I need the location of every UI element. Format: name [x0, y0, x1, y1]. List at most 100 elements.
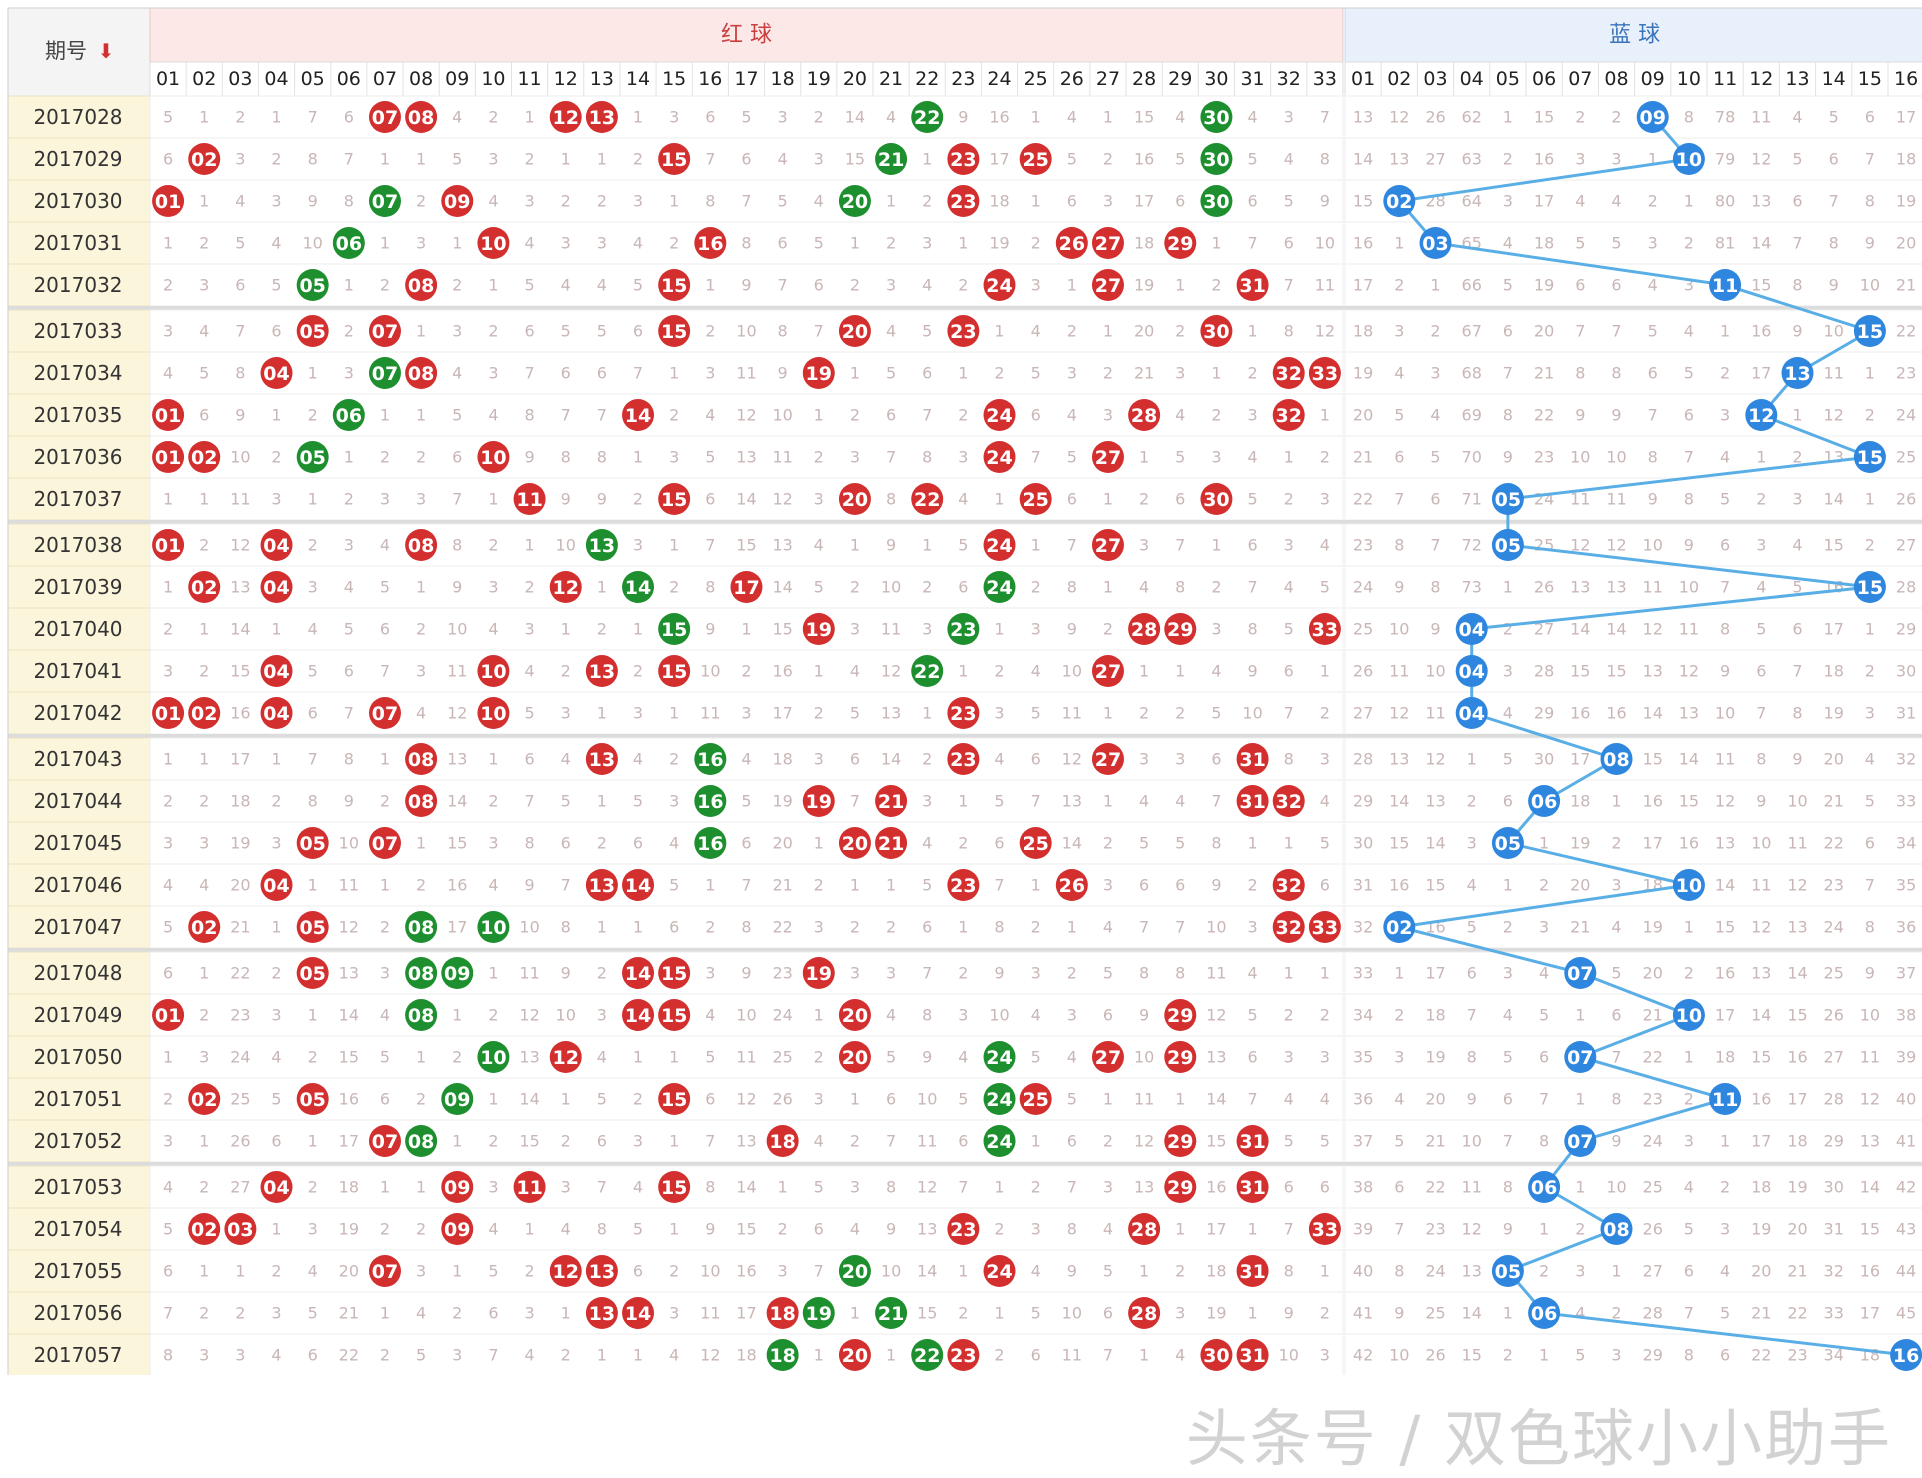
- red-ball-mark: [1272, 911, 1305, 943]
- red-ball-number: 28: [1131, 405, 1157, 427]
- blue-column-number: 16: [1894, 68, 1918, 90]
- red-row-band: [149, 309, 1344, 353]
- blue-omission-value: 21: [1824, 792, 1844, 811]
- blue-ball-mark: [1890, 1339, 1922, 1371]
- red-omission-value: 1: [271, 1220, 281, 1239]
- blue-omission-value: 7: [1684, 1304, 1694, 1323]
- red-omission-value: 10: [302, 234, 322, 253]
- red-ball-number: 23: [950, 191, 976, 213]
- blue-omission-value: 14: [1679, 750, 1699, 769]
- red-omission-value: 14: [1206, 1090, 1226, 1109]
- blue-row-band: [1344, 863, 1922, 907]
- red-omission-value: 2: [994, 1346, 1004, 1365]
- red-omission-value: 7: [814, 1262, 824, 1281]
- red-omission-value: 6: [271, 322, 281, 341]
- blue-omission-value: 28: [1534, 662, 1554, 681]
- blue-omission-value: 3: [1503, 192, 1513, 211]
- blue-omission-value: 11: [1643, 578, 1663, 597]
- red-omission-value: 1: [1247, 322, 1257, 341]
- red-ball-mark: [1200, 483, 1233, 515]
- red-omission-value: 17: [772, 704, 792, 723]
- blue-omission-value: 29: [1824, 1132, 1844, 1151]
- red-ball-number: 25: [1022, 149, 1048, 171]
- red-ball-mark: [694, 785, 727, 817]
- blue-omission-value: 37: [1353, 1132, 1373, 1151]
- red-omission-value: 3: [1067, 1006, 1077, 1025]
- red-omission-value: 8: [705, 192, 715, 211]
- red-ball-mark: [1272, 399, 1305, 431]
- blue-row-band: [1344, 179, 1922, 223]
- blue-omission-value: 26: [1643, 1220, 1663, 1239]
- red-omission-value: 1: [380, 234, 390, 253]
- red-ball-mark: [405, 1125, 438, 1157]
- blue-omission-value: 11: [1462, 1178, 1482, 1197]
- red-omission-value: 4: [1247, 964, 1257, 983]
- red-omission-value: 5: [1175, 448, 1185, 467]
- red-omission-value: 1: [850, 234, 860, 253]
- red-omission-value: 18: [772, 750, 792, 769]
- red-omission-value: 2: [271, 792, 281, 811]
- blue-omission-value: 8: [1394, 536, 1404, 555]
- blue-omission-value: 18: [1824, 662, 1844, 681]
- red-ball-number: 29: [1167, 1047, 1193, 1069]
- red-ball-mark: [658, 957, 691, 989]
- blue-omission-value: 2: [1539, 876, 1549, 895]
- red-omission-value: 13: [881, 704, 901, 723]
- red-omission-value: 12: [700, 1346, 720, 1365]
- red-omission-value: 19: [1206, 1304, 1226, 1323]
- blue-omission-value: 15: [1353, 192, 1373, 211]
- red-ball-mark: [368, 101, 401, 133]
- red-omission-value: 8: [235, 364, 245, 383]
- red-ball-mark: [802, 357, 835, 389]
- blue-omission-value: 2: [1865, 662, 1875, 681]
- blue-ball-number: 15: [1857, 577, 1883, 599]
- blue-omission-value: 1: [1539, 834, 1549, 853]
- red-omission-value: 2: [1103, 834, 1113, 853]
- red-omission-value: 6: [1103, 1304, 1113, 1323]
- red-omission-value: 1: [633, 918, 643, 937]
- blue-omission-value: 41: [1353, 1304, 1373, 1323]
- blue-omission-value: 4: [1503, 704, 1513, 723]
- red-ball-number: 07: [372, 107, 398, 129]
- blue-omission-value: 19: [1425, 1048, 1445, 1067]
- blue-omission-value: 2: [1575, 1220, 1585, 1239]
- red-ball-number: 07: [372, 321, 398, 343]
- red-omission-value: 18: [230, 792, 250, 811]
- red-omission-value: 1: [633, 1048, 643, 1067]
- red-omission-value: 2: [380, 448, 390, 467]
- red-omission-value: 3: [633, 1132, 643, 1151]
- red-column-number: 29: [1168, 68, 1192, 90]
- red-ball-mark: [1128, 399, 1161, 431]
- red-ball-number: 27: [1095, 535, 1121, 557]
- red-omission-value: 4: [199, 322, 209, 341]
- red-omission-value: 1: [1247, 1220, 1257, 1239]
- red-omission-value: 7: [344, 150, 354, 169]
- blue-omission-value: 8: [1575, 364, 1585, 383]
- red-omission-value: 3: [814, 490, 824, 509]
- red-ball-mark: [585, 1297, 618, 1329]
- red-omission-value: 2: [452, 1048, 462, 1067]
- red-omission-value: 16: [989, 108, 1009, 127]
- blue-omission-value: 16: [1570, 704, 1590, 723]
- red-omission-value: 6: [308, 1346, 318, 1365]
- red-ball-mark: [332, 399, 365, 431]
- red-omission-value: 2: [669, 750, 679, 769]
- blue-omission-value: 2: [1611, 108, 1621, 127]
- red-omission-value: 12: [339, 918, 359, 937]
- red-omission-value: 1: [380, 876, 390, 895]
- red-omission-value: 3: [633, 704, 643, 723]
- red-omission-value: 15: [1206, 1132, 1226, 1151]
- blue-omission-value: 18: [1896, 150, 1916, 169]
- red-omission-value: 14: [736, 490, 756, 509]
- blue-omission-value: 7: [1865, 150, 1875, 169]
- blue-omission-value: 16: [1751, 1090, 1771, 1109]
- red-omission-value: 3: [1031, 964, 1041, 983]
- red-ball-number: 29: [1167, 1005, 1193, 1027]
- blue-omission-value: 14: [1606, 620, 1626, 639]
- blue-omission-value: 3: [1648, 234, 1658, 253]
- blue-omission-value: 10: [1425, 662, 1445, 681]
- red-omission-value: 4: [235, 192, 245, 211]
- red-omission-value: 3: [524, 1304, 534, 1323]
- red-ball-number: 29: [1167, 1177, 1193, 1199]
- period-number: 2017046: [33, 873, 122, 897]
